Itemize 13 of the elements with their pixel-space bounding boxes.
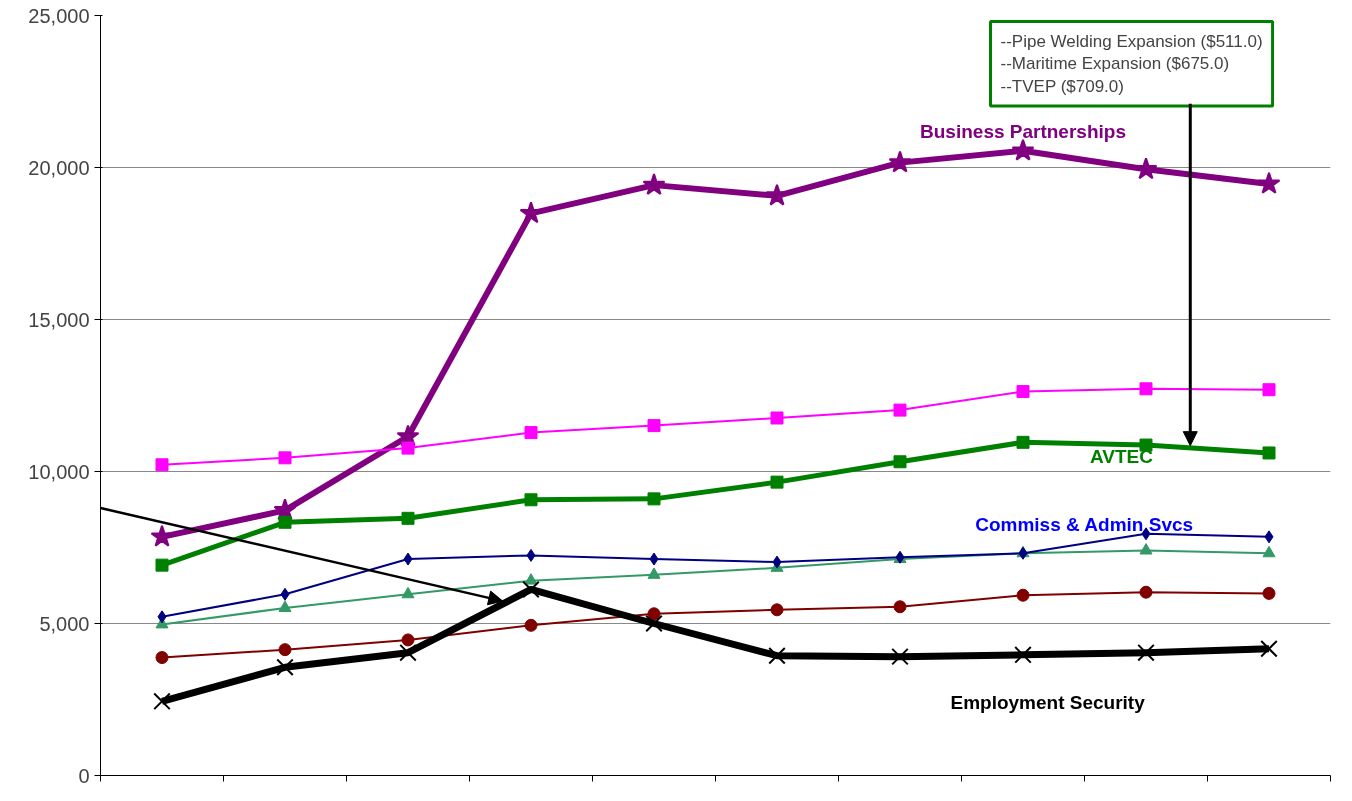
- series-label: Business Partnerships: [920, 120, 1126, 142]
- annotation: --Maritime Expansion ($675.0): [1000, 54, 1230, 74]
- y-tick-label: 20,000: [28, 156, 90, 179]
- y-tick-label: 25,000: [28, 4, 90, 27]
- series-label: Employment Security: [950, 692, 1146, 714]
- y-tick-label: 5,000: [39, 612, 90, 635]
- y-tick-label: 0: [78, 764, 90, 787]
- y-tick-label: 15,000: [28, 308, 90, 331]
- annotation: --Pipe Welding Expansion ($511.0): [1000, 31, 1263, 51]
- annotation: --TVEP ($709.0): [1000, 77, 1124, 97]
- y-tick-label: 10,000: [28, 460, 90, 483]
- series-label: AVTEC: [1089, 445, 1154, 467]
- series-label: Commiss & Admin Svcs: [975, 514, 1194, 536]
